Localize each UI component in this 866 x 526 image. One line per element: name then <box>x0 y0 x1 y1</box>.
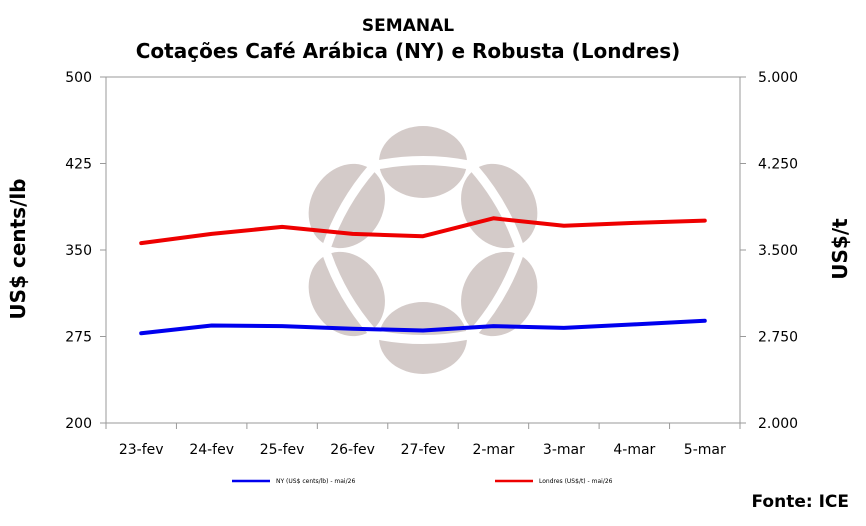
series-layer <box>139 216 707 336</box>
x-tick-label: 27-fev <box>401 442 446 458</box>
coffee-bean-icon <box>376 302 470 374</box>
y-axis-left-label: US$ cents/lb <box>6 178 30 319</box>
coffee-bean-watermark-icon <box>308 126 538 374</box>
chart-subtitle: Cotações Café Arábica (NY) e Robusta (Lo… <box>136 39 681 63</box>
x-tick-label: 4-mar <box>613 442 655 458</box>
y-left-tick-label: 200 <box>65 416 92 432</box>
y-axis-right-label: US$/t <box>828 218 852 280</box>
y-left-tick-label: 425 <box>65 157 92 173</box>
coffee-bean-icon <box>308 163 385 249</box>
x-tick-label: 23-fev <box>119 442 164 458</box>
legend-label-londres: Londres (US$/t) - mai/26 <box>539 478 613 485</box>
x-axis: 23-fev 24-fev 25-fev 26-fev 27-fev 2-mar 3-mar… <box>105 423 741 458</box>
coffee-bean-icon <box>308 251 385 337</box>
legend-label-ny: NY (US$ cents/lb) - mai/26 <box>276 478 355 485</box>
coffee-bean-icon <box>461 163 538 249</box>
x-tick-label: 3-mar <box>543 442 585 458</box>
x-tick-label: 25-fev <box>260 442 305 458</box>
y-right-tick-label: 4.250 <box>758 157 798 173</box>
series-line-ny <box>139 318 707 336</box>
y-right-tick-label: 2.750 <box>758 330 798 346</box>
series-line-londres <box>139 216 707 246</box>
x-tick-label: 26-fev <box>330 442 375 458</box>
y-axis-left: 200 275 350 425 500 <box>65 70 106 432</box>
x-tick-label: 24-fev <box>189 442 234 458</box>
y-left-tick-label: 275 <box>65 330 92 346</box>
chart-title: SEMANAL <box>362 16 454 36</box>
y-left-tick-label: 350 <box>65 243 92 259</box>
y-right-tick-label: 3.500 <box>758 243 798 259</box>
y-right-tick-label: 5.000 <box>758 70 798 86</box>
coffee-bean-icon <box>376 126 470 198</box>
x-tick-label: 2-mar <box>472 442 514 458</box>
y-right-tick-label: 2.000 <box>758 416 798 432</box>
y-axis-right: 2.000 2.750 3.500 4.250 5.000 <box>740 70 798 432</box>
y-left-tick-label: 500 <box>65 70 92 86</box>
source-label: Fonte: ICE <box>752 492 850 512</box>
legend: NY (US$ cents/lb) - mai/26 Londres (US$/… <box>232 478 613 485</box>
x-tick-label: 5-mar <box>684 442 726 458</box>
